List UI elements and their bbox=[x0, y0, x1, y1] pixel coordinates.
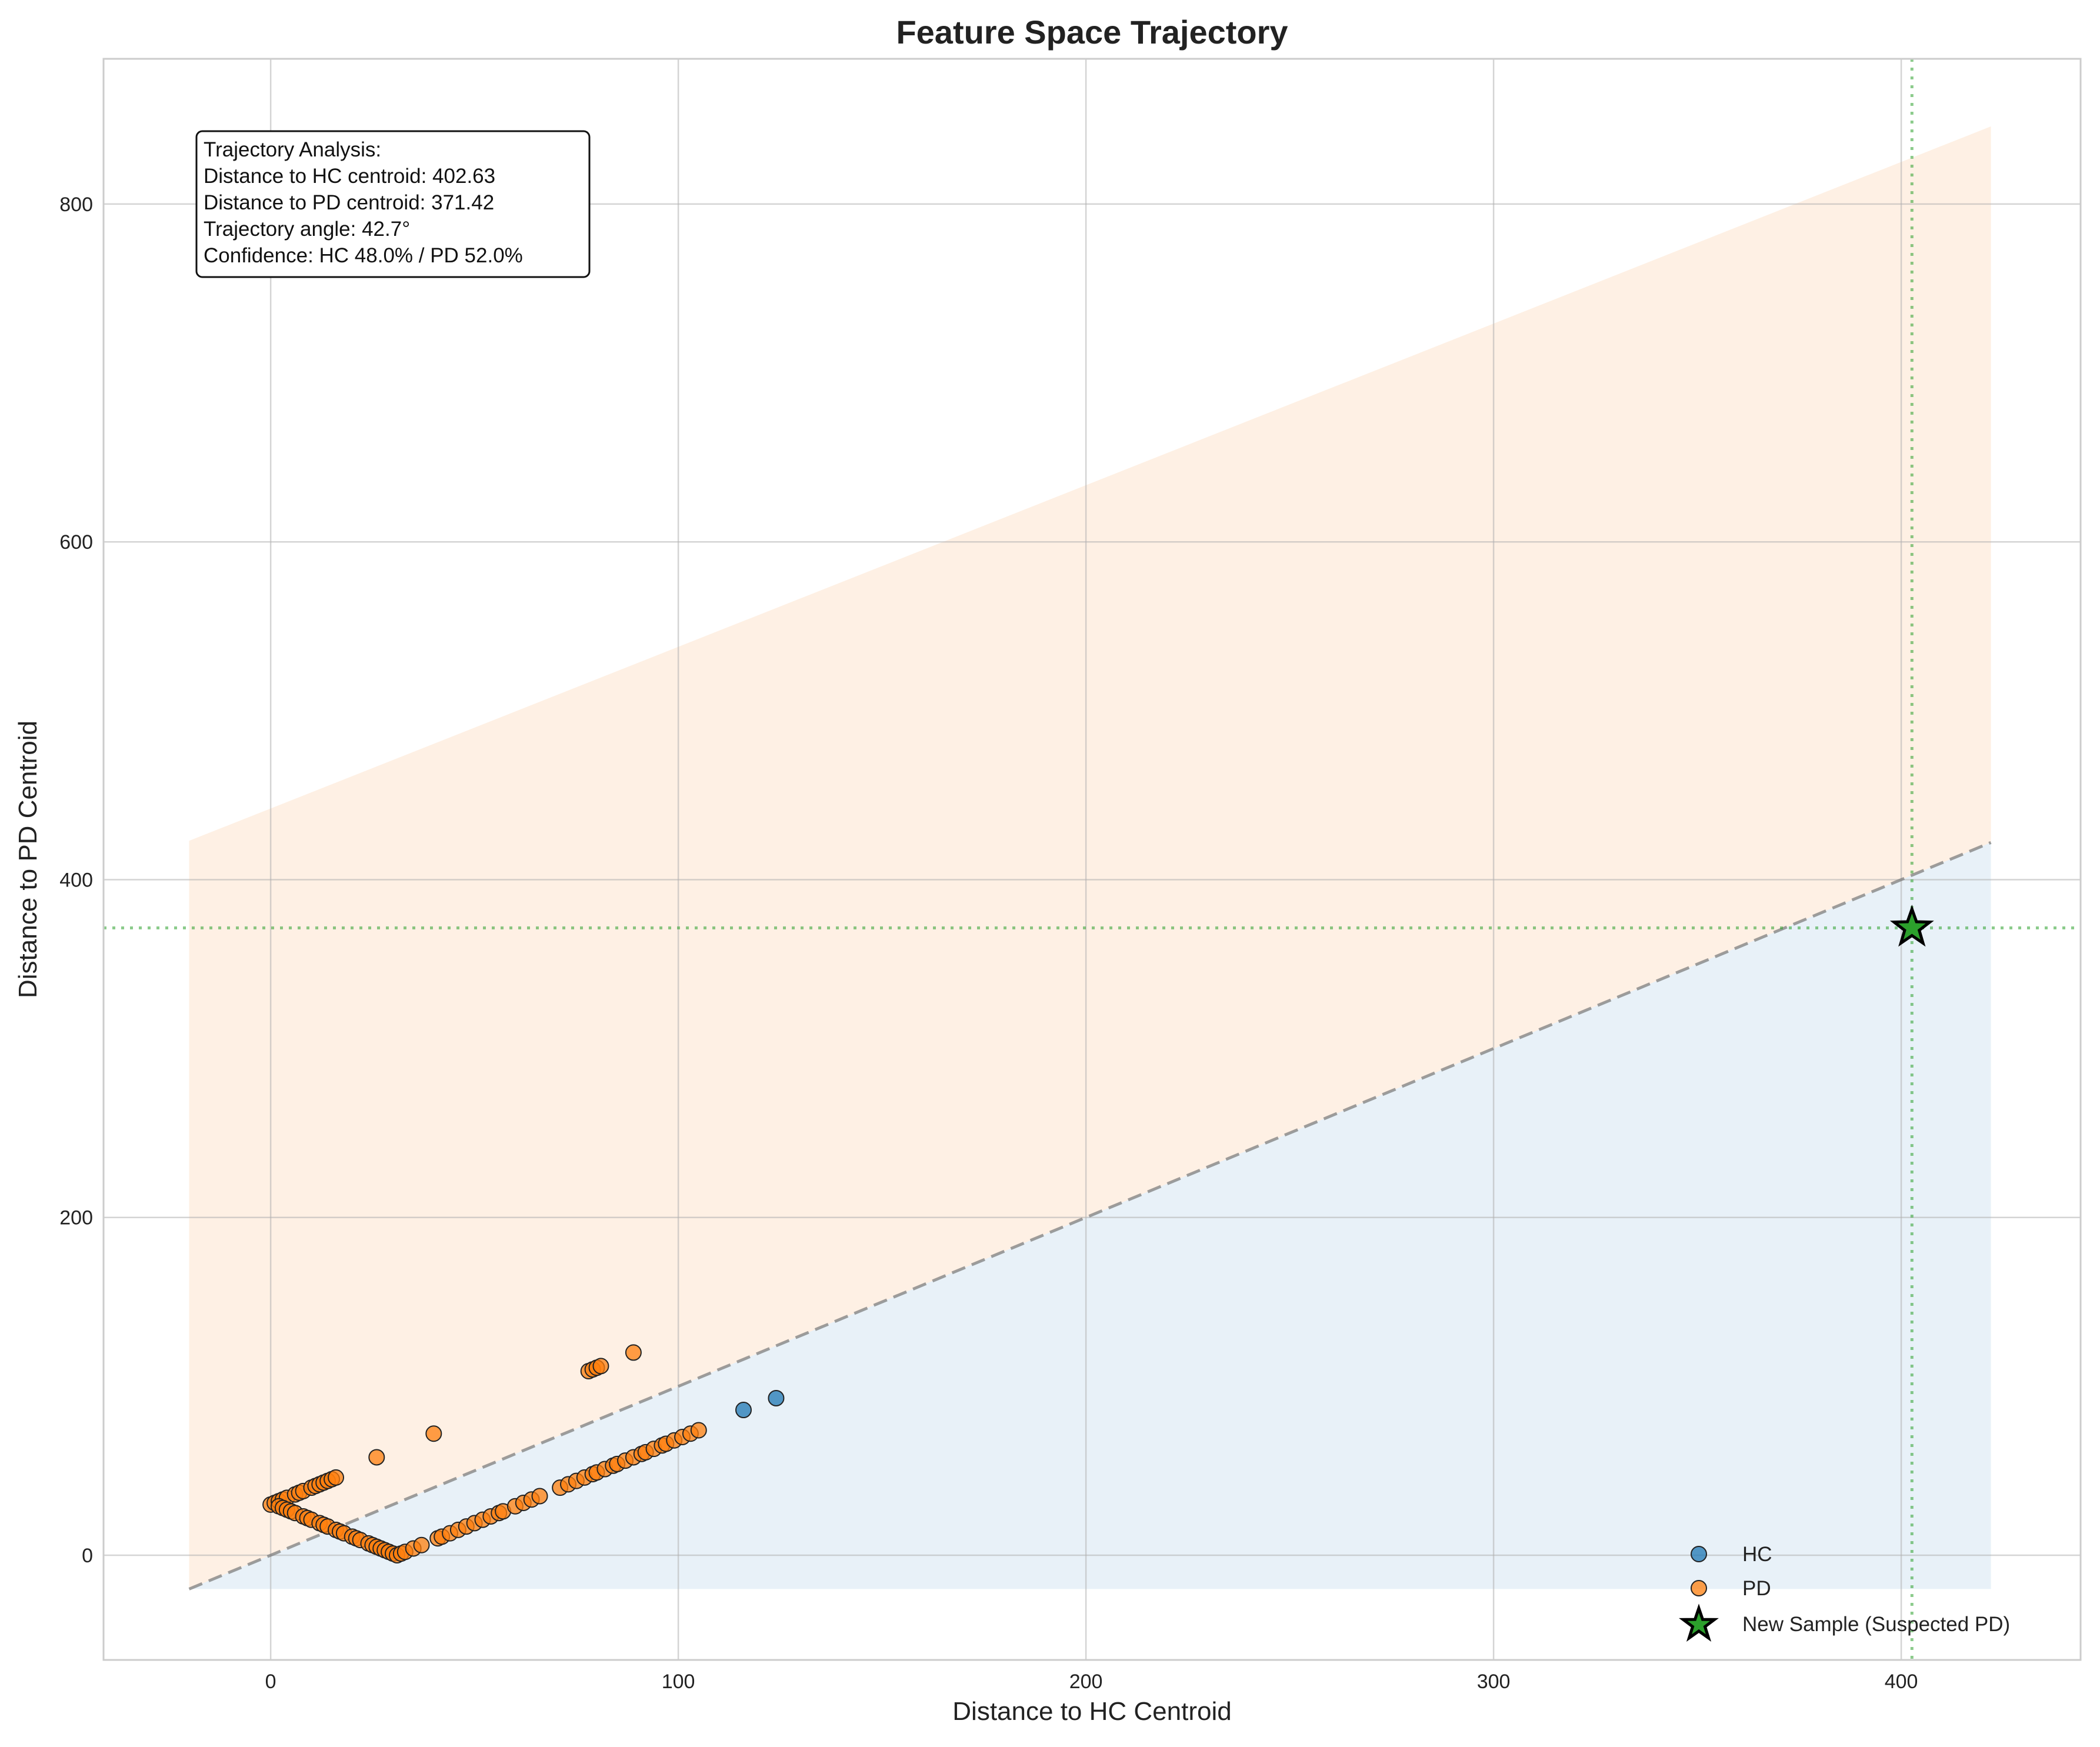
plot-frame bbox=[102, 58, 2082, 1661]
pd-point bbox=[368, 1449, 385, 1466]
grid-layer bbox=[104, 59, 2081, 1660]
ticks-layer: 0 100 200 300 400 0 200 400 600 800 bbox=[59, 194, 1918, 1693]
pd-point bbox=[328, 1469, 345, 1486]
x-axis-label: Distance to HC Centroid bbox=[952, 1697, 1231, 1726]
chart-title: Feature Space Trajectory bbox=[896, 14, 1288, 51]
decision-boundary-line bbox=[188, 841, 1992, 1591]
annotation-line-angle: Trajectory angle: 42.7° bbox=[204, 218, 410, 241]
pd-point bbox=[413, 1536, 430, 1553]
pd-point bbox=[531, 1488, 548, 1505]
y-tick-label: 800 bbox=[59, 194, 93, 216]
annotation-line-confidence: Confidence: HC 48.0% / PD 52.0% bbox=[204, 244, 523, 267]
annotation-box: Trajectory Analysis: Distance to HC cent… bbox=[195, 130, 591, 278]
pd-point bbox=[592, 1358, 609, 1375]
y-axis-label: Distance to PD Centroid bbox=[14, 721, 42, 998]
new-sample-star-icon bbox=[1889, 905, 1934, 947]
x-tick-label: 300 bbox=[1477, 1671, 1511, 1693]
y-tick-label: 200 bbox=[59, 1207, 93, 1229]
y-tick-label: 400 bbox=[59, 869, 93, 891]
x-tick-label: 200 bbox=[1069, 1671, 1103, 1693]
x-tick-label: 0 bbox=[265, 1671, 276, 1693]
y-tick-label: 600 bbox=[59, 531, 93, 554]
legend-marker-hc bbox=[1691, 1546, 1707, 1562]
hc-point bbox=[768, 1389, 785, 1406]
annotation-line-heading: Trajectory Analysis: bbox=[204, 138, 381, 161]
hc-point bbox=[735, 1402, 752, 1419]
legend-label-hc: HC bbox=[1742, 1543, 1772, 1566]
annotation-frame bbox=[195, 130, 591, 278]
legend-label-new-sample: New Sample (Suspected PD) bbox=[1742, 1613, 2010, 1636]
legend-marker-new-sample-star-icon bbox=[1679, 1603, 1719, 1642]
legend-marker-pd bbox=[1691, 1580, 1707, 1596]
annotation-line-pd-distance: Distance to PD centroid: 371.42 bbox=[204, 191, 494, 214]
legend-label-pd: PD bbox=[1742, 1577, 1771, 1600]
y-tick-label: 0 bbox=[82, 1545, 93, 1567]
annotation-line-hc-distance: Distance to HC centroid: 402.63 bbox=[204, 165, 495, 188]
pd-point bbox=[625, 1344, 642, 1361]
x-tick-label: 400 bbox=[1885, 1671, 1918, 1693]
pd-point bbox=[425, 1425, 442, 1442]
lines-layer bbox=[104, 59, 2081, 1660]
points-layer bbox=[262, 905, 1934, 1563]
pd-point bbox=[690, 1422, 707, 1439]
x-tick-label: 100 bbox=[662, 1671, 695, 1693]
pd-region-fill bbox=[189, 126, 1991, 1589]
legend: HC PD New Sample (Suspected PD) bbox=[1679, 1543, 2010, 1642]
